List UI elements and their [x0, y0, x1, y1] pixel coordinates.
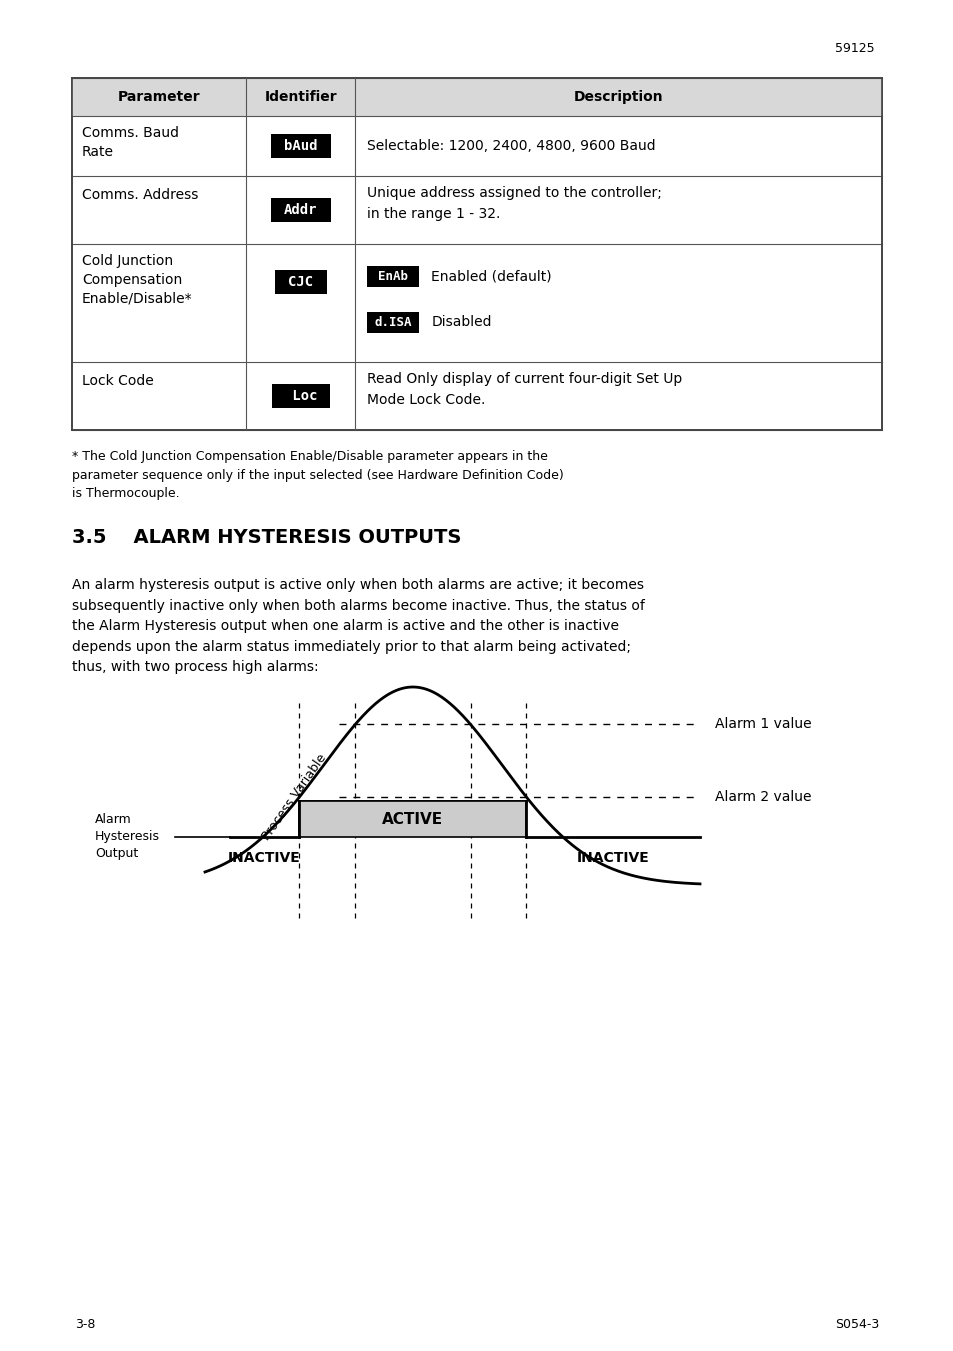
Text: CJC: CJC	[288, 276, 313, 289]
Text: * The Cold Junction Compensation Enable/Disable parameter appears in the
paramet: * The Cold Junction Compensation Enable/…	[71, 450, 563, 500]
Text: Unique address assigned to the controller;
in the range 1 - 32.: Unique address assigned to the controlle…	[367, 186, 661, 220]
Text: Parameter: Parameter	[117, 91, 200, 104]
Text: Comms. Baud
Rate: Comms. Baud Rate	[82, 126, 179, 159]
Bar	[271, 134, 331, 158]
Text: Loc: Loc	[284, 389, 317, 403]
Text: Process Variable: Process Variable	[259, 751, 329, 843]
Text: Alarm
Hysteresis
Output: Alarm Hysteresis Output	[95, 813, 160, 861]
Text: 3-8: 3-8	[75, 1319, 95, 1331]
Bar	[274, 270, 327, 295]
Text: Alarm 1 value: Alarm 1 value	[714, 717, 811, 731]
Text: Comms. Address: Comms. Address	[82, 188, 198, 203]
Text: INACTIVE: INACTIVE	[228, 851, 300, 865]
Text: Enabled (default): Enabled (default)	[431, 269, 552, 282]
Bar	[71, 78, 882, 116]
Text: 3.5    ALARM HYSTERESIS OUTPUTS: 3.5 ALARM HYSTERESIS OUTPUTS	[71, 528, 461, 547]
Text: ACTIVE: ACTIVE	[382, 812, 443, 827]
Text: Cold Junction
Compensation
Enable/Disable*: Cold Junction Compensation Enable/Disabl…	[82, 254, 193, 305]
Text: 59125: 59125	[835, 42, 874, 55]
Text: Identifier: Identifier	[264, 91, 336, 104]
Text: Addr: Addr	[284, 203, 317, 218]
Bar	[271, 199, 331, 222]
Text: Alarm 2 value: Alarm 2 value	[714, 790, 810, 804]
Text: INACTIVE: INACTIVE	[577, 851, 649, 865]
Text: S054-3: S054-3	[834, 1319, 878, 1331]
Bar	[367, 312, 419, 332]
Text: bAud: bAud	[284, 139, 317, 153]
Text: Lock Code: Lock Code	[82, 374, 153, 388]
Text: An alarm hysteresis output is active only when both alarms are active; it become: An alarm hysteresis output is active onl…	[71, 578, 644, 674]
Text: EnAb: EnAb	[378, 269, 408, 282]
Bar	[299, 801, 526, 836]
Text: Selectable: 1200, 2400, 4800, 9600 Baud: Selectable: 1200, 2400, 4800, 9600 Baud	[367, 139, 656, 153]
Text: Description: Description	[574, 91, 663, 104]
Bar	[367, 266, 419, 286]
Bar	[272, 384, 330, 408]
Text: Disabled: Disabled	[431, 315, 492, 330]
Text: Read Only display of current four-digit Set Up
Mode Lock Code.: Read Only display of current four-digit …	[367, 372, 682, 407]
Bar	[71, 78, 882, 430]
Text: d.ISA: d.ISA	[375, 316, 412, 328]
